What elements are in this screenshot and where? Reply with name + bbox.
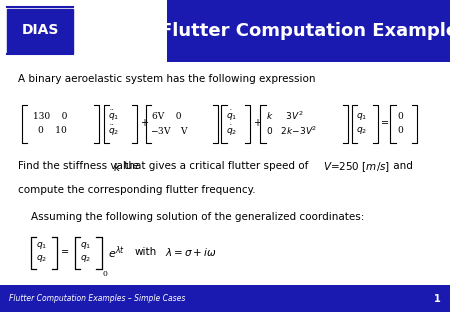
- Text: $q_1$: $q_1$: [36, 241, 47, 251]
- Text: $-$3V    V: $-$3V V: [150, 125, 189, 136]
- Text: $k$: $k$: [112, 160, 121, 173]
- Text: 6V    0: 6V 0: [152, 112, 182, 121]
- FancyBboxPatch shape: [7, 9, 73, 53]
- Text: A binary aeroelastic system has the following expression: A binary aeroelastic system has the foll…: [18, 74, 315, 84]
- Text: $\lambda = \sigma + i\omega$: $\lambda = \sigma + i\omega$: [166, 246, 217, 258]
- Text: $q_2$: $q_2$: [36, 253, 47, 264]
- Text: $0$   $2k\!-\!3V^2$: $0$ $2k\!-\!3V^2$: [266, 124, 317, 137]
- Text: DIAS: DIAS: [21, 23, 58, 37]
- Text: +: +: [140, 118, 148, 129]
- Text: $\dot{q}_2$: $\dot{q}_2$: [226, 124, 237, 138]
- Text: 0: 0: [397, 112, 403, 121]
- Text: $\ddot{q}_2$: $\ddot{q}_2$: [108, 124, 119, 138]
- Text: with: with: [135, 247, 157, 257]
- Text: $\mathit{V}$=250 $\mathit{[m/s]}$: $\mathit{V}$=250 $\mathit{[m/s]}$: [323, 160, 390, 174]
- Text: Find the stiffness value: Find the stiffness value: [18, 160, 142, 171]
- Text: compute the corresponding flutter frequency.: compute the corresponding flutter freque…: [18, 185, 255, 195]
- Text: $\ddot{q}_1$: $\ddot{q}_1$: [108, 109, 119, 123]
- Text: Flutter Computation Examples – Simple Cases: Flutter Computation Examples – Simple Ca…: [9, 294, 185, 303]
- Text: Assuming the following solution of the generalized coordinates:: Assuming the following solution of the g…: [31, 212, 365, 222]
- Text: $k$     $3V^2$: $k$ $3V^2$: [266, 110, 303, 122]
- Text: +: +: [253, 118, 261, 129]
- Text: 130    0: 130 0: [33, 112, 68, 121]
- Text: $q_2$: $q_2$: [356, 125, 367, 136]
- Text: $q_1$: $q_1$: [81, 241, 91, 251]
- Text: $\dot{q}_1$: $\dot{q}_1$: [226, 109, 237, 123]
- Text: =: =: [61, 247, 69, 257]
- Text: =: =: [381, 118, 389, 129]
- Text: that gives a critical flutter speed of: that gives a critical flutter speed of: [122, 160, 312, 171]
- Text: 0: 0: [103, 270, 107, 278]
- Text: $q_1$: $q_1$: [356, 111, 367, 122]
- Text: 0    10: 0 10: [38, 126, 66, 135]
- Text: and: and: [391, 160, 413, 171]
- Text: $e^{\lambda t}$: $e^{\lambda t}$: [108, 244, 126, 261]
- Text: 0: 0: [397, 126, 403, 135]
- Text: Flutter Computation Examples: Flutter Computation Examples: [160, 22, 450, 40]
- Text: $q_2$: $q_2$: [81, 253, 91, 264]
- Text: 1: 1: [434, 294, 441, 304]
